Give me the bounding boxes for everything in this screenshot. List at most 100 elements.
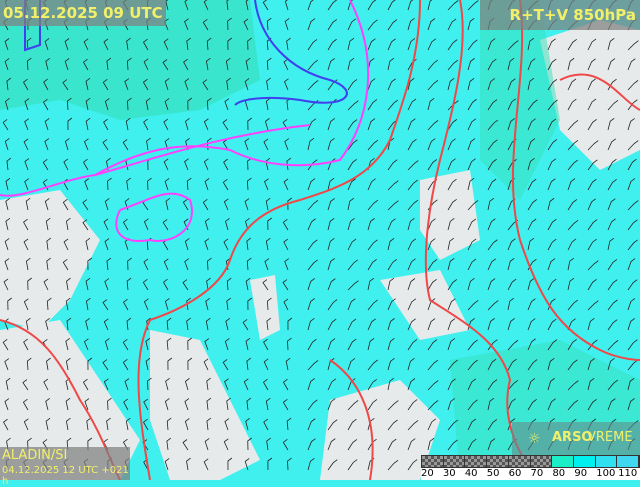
wind-barb xyxy=(286,157,292,171)
wind-barb xyxy=(45,397,50,411)
wind-barb xyxy=(185,118,190,131)
wind-barb xyxy=(224,338,230,351)
wind-barb xyxy=(327,177,335,191)
wind-barb xyxy=(427,159,438,171)
wind-barb xyxy=(447,359,458,371)
wind-barb xyxy=(264,258,270,271)
wind-barb xyxy=(307,218,316,231)
wind-barb xyxy=(3,418,9,431)
wind-barb xyxy=(142,278,149,291)
wind-barb xyxy=(607,319,618,331)
wind-barb xyxy=(607,237,615,251)
wind-barb xyxy=(45,217,51,231)
wind-barb xyxy=(567,98,577,111)
dry-area xyxy=(150,330,260,480)
wind-barb xyxy=(227,17,232,31)
wind-barb xyxy=(283,298,289,311)
wind-barb xyxy=(203,0,209,11)
wind-barb xyxy=(224,378,229,391)
wind-barb xyxy=(387,57,395,71)
wind-barb xyxy=(307,100,319,111)
wind-barb xyxy=(265,97,271,111)
wind-barb xyxy=(567,318,576,331)
wind-barb xyxy=(65,417,71,431)
wind-barb xyxy=(85,237,91,251)
wind-barb xyxy=(104,98,110,111)
wind-barb xyxy=(5,98,10,111)
teal-area xyxy=(480,0,560,200)
legend-swatch xyxy=(443,456,466,467)
wind-barb xyxy=(387,277,395,291)
wind-barb xyxy=(264,118,270,131)
wind-barb xyxy=(103,38,109,51)
wind-barb xyxy=(265,197,271,211)
wind-barb xyxy=(205,57,211,71)
wind-barb xyxy=(427,400,439,411)
wind-barb xyxy=(2,119,9,131)
wind-barb xyxy=(6,157,12,171)
wind-barb xyxy=(163,258,169,271)
wind-barb xyxy=(85,317,90,331)
wind-barb xyxy=(427,97,435,111)
wind-barb xyxy=(587,278,597,291)
wind-barb xyxy=(527,138,536,151)
wind-barb xyxy=(124,78,130,91)
wind-barb xyxy=(367,399,378,411)
wind-barb xyxy=(286,417,292,431)
wind-barb xyxy=(327,19,338,31)
wind-barb xyxy=(164,298,170,311)
wind-barb xyxy=(627,158,637,171)
wind-barb xyxy=(467,378,477,391)
wind-barb xyxy=(347,439,358,451)
wind-barb xyxy=(246,237,252,251)
wind-barb xyxy=(507,318,515,331)
wind-barb xyxy=(106,417,111,431)
wind-barb xyxy=(547,278,557,291)
wind-barb xyxy=(467,359,478,371)
wind-barb xyxy=(267,457,273,471)
dry-area xyxy=(250,275,280,340)
wind-barb xyxy=(327,278,336,291)
wind-barb xyxy=(527,99,538,111)
isotherm-warm xyxy=(424,0,541,480)
wind-barb xyxy=(447,298,456,311)
wind-barb xyxy=(507,118,515,131)
wind-barb xyxy=(567,338,577,351)
wind-barb xyxy=(226,0,229,11)
wind-barb xyxy=(447,59,459,71)
wind-barb xyxy=(587,198,596,211)
wind-barb xyxy=(4,358,10,371)
wind-barb xyxy=(447,217,455,231)
wind-barb xyxy=(244,138,250,151)
wind-barb xyxy=(587,98,597,111)
wind-barb xyxy=(627,298,636,311)
wind-barb xyxy=(307,458,315,471)
wind-barb xyxy=(143,258,149,271)
wind-barb xyxy=(44,138,50,151)
wind-barb xyxy=(367,318,376,331)
wind-barb xyxy=(126,37,131,51)
wind-barb xyxy=(24,98,30,111)
wind-barb xyxy=(43,378,49,391)
wind-barb xyxy=(284,258,289,271)
wind-barb xyxy=(587,398,597,411)
wind-barb xyxy=(627,239,638,251)
wind-barb xyxy=(447,237,455,251)
wind-barb xyxy=(467,258,477,271)
wind-barb xyxy=(164,398,170,411)
wind-barb xyxy=(122,218,129,231)
wind-barb xyxy=(487,239,498,251)
arso-logo: ☼ ARSO VREME xyxy=(512,422,640,456)
wind-barb xyxy=(245,57,251,71)
wind-barb xyxy=(367,99,378,111)
wind-barb xyxy=(567,257,575,271)
wind-barb xyxy=(203,358,209,371)
humidity-legend: 20 30 40 50 60 70 80 90 100 110 xyxy=(421,455,640,480)
wind-barb xyxy=(284,138,290,151)
wind-barb xyxy=(307,199,319,211)
wind-barb xyxy=(85,277,91,291)
wind-barb xyxy=(285,357,291,371)
wind-barb xyxy=(347,119,358,131)
wind-barb xyxy=(487,197,495,211)
wind-barb xyxy=(447,198,457,211)
